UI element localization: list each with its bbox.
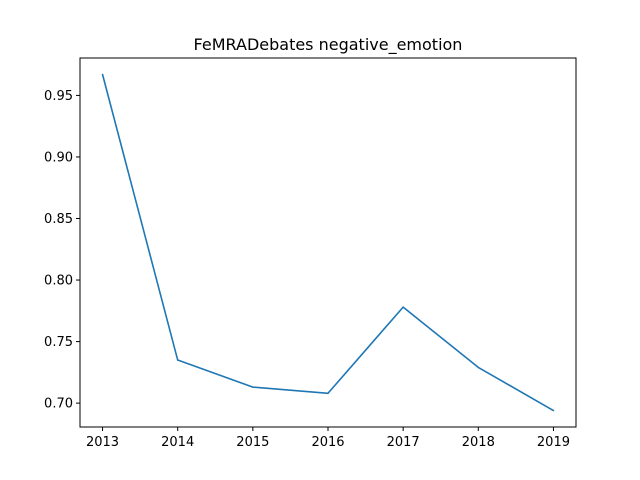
x-tick-label: 2015	[236, 435, 269, 450]
x-tick-label: 2014	[161, 435, 194, 450]
plot-area-frame	[79, 57, 577, 428]
y-tick-label: 0.85	[44, 212, 73, 227]
x-axis: 2013 2014 2015 2016 2017 2018 2019	[86, 427, 570, 450]
y-axis: 0.70 0.75 0.80 0.85 0.90 0.95	[44, 89, 80, 412]
y-tick-label: 0.75	[44, 335, 73, 350]
x-tick-label: 2019	[537, 435, 570, 450]
y-tick-label: 0.80	[44, 274, 73, 289]
x-tick-label: 2018	[462, 435, 495, 450]
x-tick-label: 2017	[387, 435, 420, 450]
data-point	[176, 359, 179, 361]
data-point	[552, 409, 555, 412]
data-point	[402, 306, 404, 308]
x-tick-label: 2016	[311, 435, 344, 450]
data-point	[477, 366, 480, 369]
chart-title: FeMRADebates negative_emotion	[194, 35, 463, 55]
y-tick-label: 0.95	[44, 89, 73, 104]
series-line-0	[101, 74, 554, 412]
y-tick-label: 0.90	[44, 150, 73, 165]
y-tick-label: 0.70	[44, 397, 73, 412]
data-point	[327, 392, 329, 395]
x-tick-label: 2013	[86, 435, 119, 450]
series-layer	[101, 73, 555, 412]
data-point	[252, 386, 254, 388]
data-point	[101, 73, 104, 76]
